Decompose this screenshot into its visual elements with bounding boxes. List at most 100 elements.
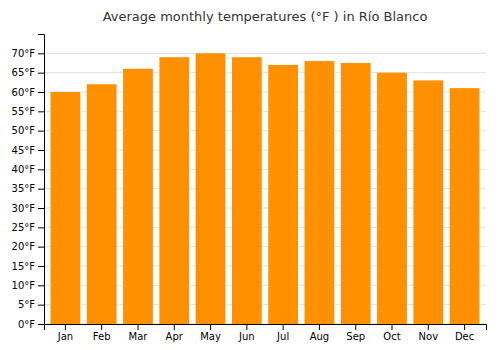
y-tick-label: 65°F bbox=[12, 67, 36, 78]
y-tick: 70°F bbox=[12, 48, 44, 59]
x-tick-label: Mar bbox=[129, 331, 149, 342]
y-tick-label: 30°F bbox=[12, 203, 36, 214]
y-tick-label: 0°F bbox=[18, 319, 35, 330]
chart-title: Average monthly temperatures (°F ) in Rí… bbox=[103, 9, 428, 24]
y-tick-label: 20°F bbox=[12, 241, 36, 252]
y-tick-mark bbox=[38, 227, 44, 228]
y-tick-mark bbox=[38, 73, 44, 74]
y-axis: 0°F 5°F 10°F 15°F 20°F 25°F 30°F 35°F 40°F 45°F 50… bbox=[12, 35, 45, 330]
y-tick-mark bbox=[38, 324, 44, 325]
y-tick-label: 45°F bbox=[12, 145, 36, 156]
y-tick: 60°F bbox=[12, 87, 44, 98]
x-tick-label: Sep bbox=[346, 331, 365, 342]
y-tick-label: 40°F bbox=[12, 164, 36, 175]
y-tick-label: 15°F bbox=[12, 261, 36, 272]
x-tick-label: Jul bbox=[276, 331, 289, 342]
bar bbox=[232, 57, 262, 324]
y-tick-label: 35°F bbox=[12, 183, 36, 194]
y-tick-mark bbox=[38, 285, 44, 286]
y-tick-mark bbox=[38, 266, 44, 267]
grid bbox=[44, 53, 486, 324]
x-tick: Nov bbox=[419, 324, 439, 342]
x-tick-label: Nov bbox=[419, 331, 439, 342]
y-tick-mark bbox=[38, 111, 44, 112]
bars bbox=[51, 53, 480, 324]
y-tick-label: 10°F bbox=[12, 280, 36, 291]
y-tick: 25°F bbox=[12, 222, 44, 233]
y-tick: 15°F bbox=[12, 261, 44, 272]
bar bbox=[87, 84, 117, 324]
y-tick: 55°F bbox=[12, 106, 44, 117]
y-tick-label: 60°F bbox=[12, 87, 36, 98]
chart-svg: 0°F 5°F 10°F 15°F 20°F 25°F 30°F 35°F 40°F 45°F 50… bbox=[0, 0, 500, 350]
bar bbox=[341, 63, 371, 324]
y-tick: 50°F bbox=[12, 125, 44, 136]
bar bbox=[377, 73, 407, 324]
y-tick-label: 5°F bbox=[18, 299, 35, 310]
x-tick-label: Jun bbox=[238, 331, 255, 342]
y-tick-mark bbox=[38, 169, 44, 170]
y-tick-mark bbox=[38, 305, 44, 306]
y-axis-line bbox=[38, 35, 45, 325]
y-tick: 65°F bbox=[12, 67, 44, 78]
grid-line bbox=[44, 53, 486, 54]
x-tick: Dec bbox=[455, 324, 474, 342]
x-tick-mark bbox=[101, 324, 102, 330]
x-tick-label: Dec bbox=[455, 331, 474, 342]
x-axis: Jan Feb Mar Apr May Jun Jul Aug Sep Oct Nov Dec bbox=[45, 324, 487, 342]
x-tick-mark bbox=[428, 324, 429, 330]
bar bbox=[123, 69, 153, 324]
x-tick-mark bbox=[210, 324, 211, 330]
x-tick-mark bbox=[355, 324, 356, 330]
y-tick: 20°F bbox=[12, 241, 44, 252]
y-tick-mark bbox=[38, 189, 44, 190]
x-tick-label: Oct bbox=[383, 331, 400, 342]
y-tick-mark bbox=[38, 131, 44, 132]
x-tick: Jul bbox=[276, 324, 289, 342]
y-tick: 40°F bbox=[12, 164, 44, 175]
x-tick: Jan bbox=[57, 324, 73, 342]
y-tick-label: 55°F bbox=[12, 106, 36, 117]
x-tick: Aug bbox=[310, 324, 330, 342]
y-tick-label: 25°F bbox=[12, 222, 36, 233]
y-tick-label: 70°F bbox=[12, 48, 36, 59]
x-tick: Apr bbox=[166, 324, 184, 342]
x-tick: Feb bbox=[93, 324, 111, 342]
bar bbox=[268, 65, 298, 324]
y-tick-mark bbox=[38, 150, 44, 151]
bar bbox=[450, 88, 480, 324]
x-tick-label: Feb bbox=[93, 331, 111, 342]
grid-line bbox=[44, 72, 486, 73]
bar bbox=[196, 53, 226, 324]
x-tick: Sep bbox=[346, 324, 365, 342]
x-tick-mark bbox=[319, 324, 320, 330]
y-tick: 30°F bbox=[12, 203, 44, 214]
x-tick-mark bbox=[137, 324, 138, 330]
x-tick-label: Jan bbox=[57, 331, 73, 342]
x-tick-label: Apr bbox=[166, 331, 184, 342]
y-tick: 45°F bbox=[12, 145, 44, 156]
bar bbox=[51, 92, 81, 324]
y-tick-mark bbox=[38, 208, 44, 209]
x-tick-mark bbox=[246, 324, 247, 330]
bar bbox=[159, 57, 189, 324]
y-tick: 35°F bbox=[12, 183, 44, 194]
x-tick-label: Aug bbox=[310, 331, 330, 342]
x-axis-line bbox=[45, 325, 487, 331]
x-tick: Oct bbox=[383, 324, 400, 342]
y-tick-mark bbox=[38, 92, 44, 93]
x-tick-mark bbox=[392, 324, 393, 330]
x-tick: Jun bbox=[238, 324, 255, 342]
bar bbox=[305, 61, 335, 324]
x-tick-mark bbox=[174, 324, 175, 330]
x-tick-label: May bbox=[200, 331, 221, 342]
chart-container: 0°F 5°F 10°F 15°F 20°F 25°F 30°F 35°F 40°F 45°F 50… bbox=[0, 0, 500, 350]
x-tick: May bbox=[200, 324, 221, 342]
y-tick-mark bbox=[38, 53, 44, 54]
x-tick-mark bbox=[464, 324, 465, 330]
x-tick-mark bbox=[283, 324, 284, 330]
y-tick: 0°F bbox=[18, 319, 44, 330]
y-tick: 10°F bbox=[12, 280, 44, 291]
y-tick: 5°F bbox=[18, 299, 44, 310]
y-tick-label: 50°F bbox=[12, 125, 36, 136]
